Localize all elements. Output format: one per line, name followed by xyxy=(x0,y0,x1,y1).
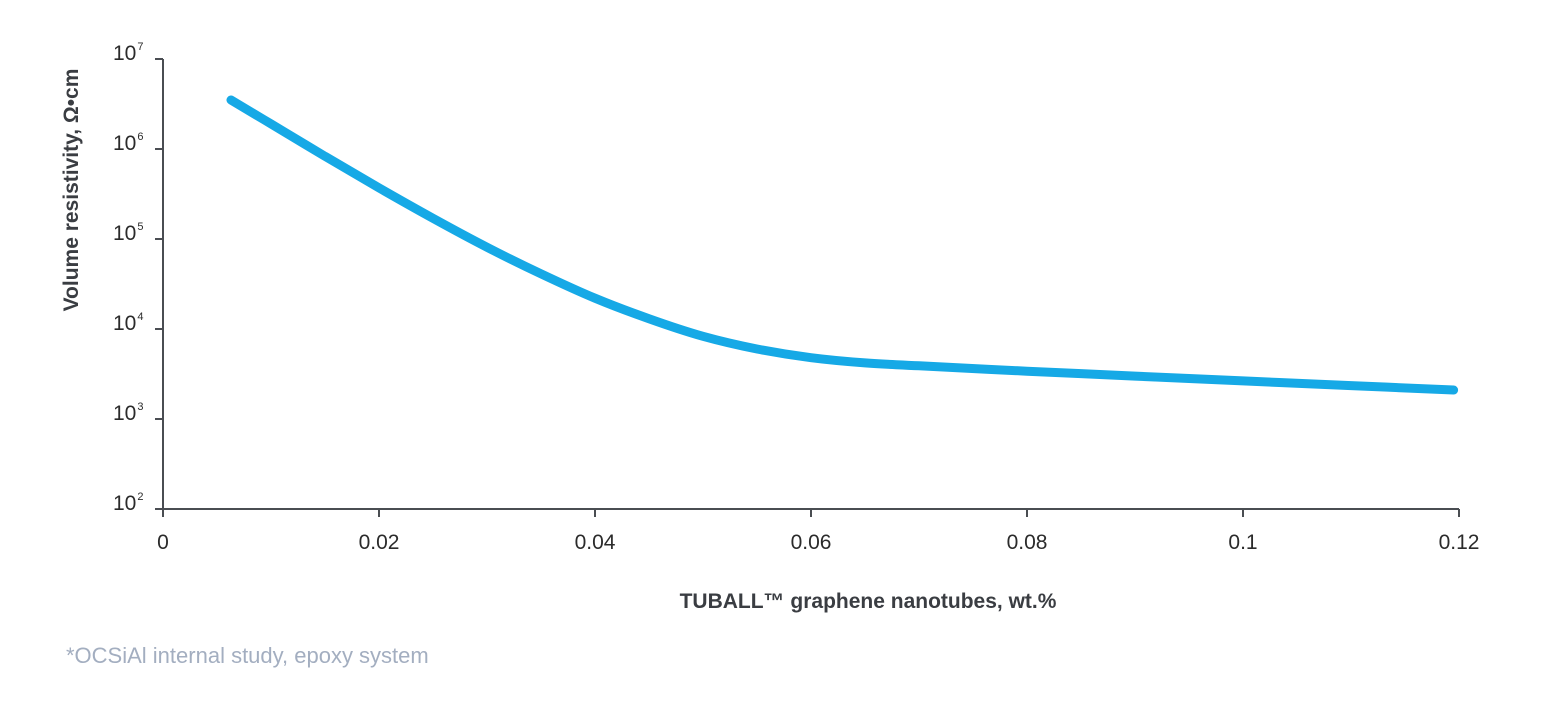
x-axis-title: TUBALL™ graphene nanotubes, wt.% xyxy=(680,590,1057,613)
y-tick-exponent: 5 xyxy=(137,221,143,233)
y-tick-label: 106 xyxy=(113,131,143,155)
x-tick-label: 0.06 xyxy=(791,531,832,554)
y-tick-label: 107 xyxy=(113,41,143,65)
y-tick-exponent: 7 xyxy=(137,41,143,53)
series-layer xyxy=(226,95,1459,395)
y-tick-exponent: 6 xyxy=(137,131,143,143)
y-tick-base: 10 xyxy=(113,132,136,155)
x-tick-label: 0.12 xyxy=(1439,531,1480,554)
y-tick-base: 10 xyxy=(113,402,136,425)
y-axis-title: Volume resistivity, Ω•cm xyxy=(60,69,83,312)
y-tick-base: 10 xyxy=(113,42,136,65)
y-tick-label: 102 xyxy=(113,491,143,515)
x-ticks: 0 0.02 0.04 0.06 0.08 0.1 0.12 xyxy=(157,509,1479,554)
x-tick-label: 0.02 xyxy=(359,531,400,554)
axes xyxy=(162,59,1459,510)
x-tick-label: 0.08 xyxy=(1007,531,1048,554)
footnote: *OCSiAl internal study, epoxy system xyxy=(66,643,429,668)
y-tick-base: 10 xyxy=(113,222,136,245)
y-tick-label: 103 xyxy=(113,401,143,425)
series-line xyxy=(226,95,1459,395)
y-tick-base: 10 xyxy=(113,312,136,335)
x-tick-label: 0.1 xyxy=(1228,531,1257,554)
y-tick-base: 10 xyxy=(113,492,136,515)
y-tick-exponent: 4 xyxy=(137,311,143,323)
y-tick-label: 104 xyxy=(113,311,143,335)
y-tick-exponent: 3 xyxy=(137,401,143,413)
x-tick-label: 0.04 xyxy=(575,531,616,554)
y-tick-exponent: 2 xyxy=(137,491,143,503)
y-tick-label: 105 xyxy=(113,221,143,245)
x-tick-label: 0 xyxy=(157,531,169,554)
